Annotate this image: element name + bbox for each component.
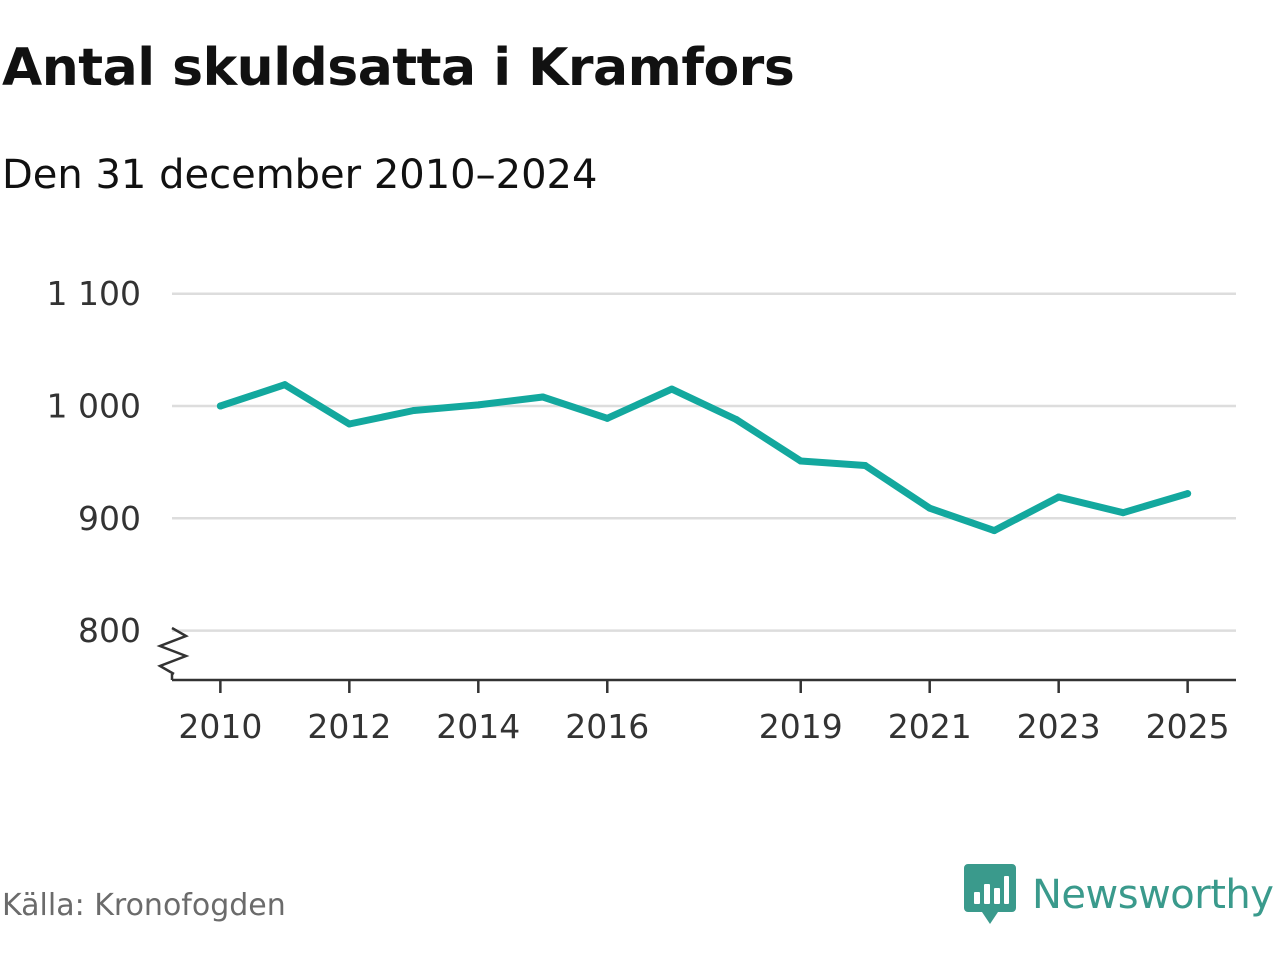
series-group <box>216 381 1192 535</box>
data-point <box>603 414 611 422</box>
x-tick-label: 2016 <box>565 707 649 746</box>
chart-title: Antal skuldsatta i Kramfors <box>2 38 795 98</box>
x-tick-label: 2010 <box>178 707 262 746</box>
data-point <box>474 401 482 409</box>
data-point <box>926 504 934 512</box>
x-tick-label: 2023 <box>1017 707 1101 746</box>
y-axis-tick-labels: 800 900 1 000 1 100 <box>47 274 141 650</box>
bar-chart-speech-bubble-icon <box>964 864 1016 924</box>
data-point <box>861 462 869 470</box>
data-point <box>1119 509 1127 517</box>
data-point <box>797 457 805 465</box>
x-tick-label: 2025 <box>1146 707 1230 746</box>
data-point <box>216 402 224 410</box>
data-point <box>539 393 547 401</box>
x-tick-label: 2014 <box>436 707 520 746</box>
x-axis-ticks: 2010 2012 2014 2016 2019 2021 2023 2025 <box>178 680 1230 746</box>
brand-logo: Newsworthy <box>964 864 1274 926</box>
data-point <box>1055 493 1063 501</box>
x-tick-label: 2021 <box>888 707 972 746</box>
y-tick-label: 800 <box>78 611 141 650</box>
y-tick-label: 1 100 <box>47 274 141 313</box>
data-point <box>990 527 998 535</box>
x-tick-label: 2012 <box>307 707 391 746</box>
chart-subtitle: Den 31 december 2010–2024 <box>2 152 598 198</box>
y-axis-break-icon <box>156 626 190 676</box>
x-tick-label: 2019 <box>759 707 843 746</box>
data-point <box>410 406 418 414</box>
y-tick-label: 1 000 <box>47 386 141 425</box>
data-point <box>732 415 740 423</box>
data-point <box>281 381 289 389</box>
gridlines <box>172 292 1236 632</box>
data-point <box>668 385 676 393</box>
source-note: Källa: Kronofogden <box>2 888 286 923</box>
data-point <box>1184 490 1192 498</box>
data-point <box>345 420 353 428</box>
series-line <box>216 381 1192 535</box>
brand-name: Newsworthy <box>1032 872 1274 918</box>
y-tick-label: 900 <box>78 499 141 538</box>
